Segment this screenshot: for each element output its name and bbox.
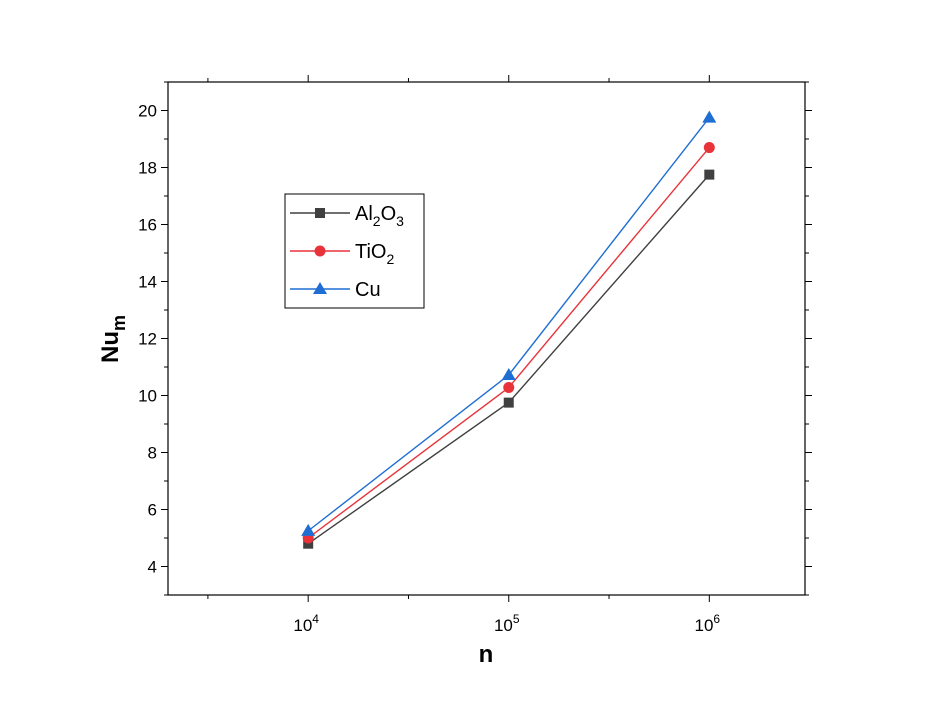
- data-point: [503, 397, 514, 408]
- series-Cu: [301, 110, 717, 536]
- y-axis-title-group: Num: [97, 315, 129, 363]
- y-tick-label: 14: [138, 273, 157, 292]
- y-tick-label: 10: [138, 387, 157, 406]
- legend-marker: [313, 282, 327, 294]
- legend-marker: [314, 245, 326, 257]
- y-tick-label: 20: [138, 102, 157, 121]
- y-tick-label: 6: [148, 501, 157, 520]
- y-tick-label: 4: [148, 558, 157, 577]
- y-tick-label: 18: [138, 159, 157, 178]
- y-axis-title-subscript: m: [109, 315, 129, 331]
- x-tick-label: 105: [494, 612, 520, 635]
- y-tick-label: 16: [138, 216, 157, 235]
- ticks: [161, 75, 812, 602]
- legend-label: Al2O3: [355, 203, 404, 229]
- legend-item: TiO2: [290, 241, 394, 267]
- legend-item: Al2O3: [290, 203, 404, 229]
- legend-item: Cu: [290, 279, 381, 301]
- x-axis-title: n: [479, 641, 494, 668]
- series-layer: [301, 110, 717, 549]
- y-tick-label: 12: [138, 330, 157, 349]
- legend: Al2O3 TiO2 Cu: [284, 193, 425, 309]
- legend-marker: [315, 208, 325, 218]
- data-point: [703, 142, 715, 154]
- y-tick-label: 8: [148, 444, 157, 463]
- series-Al2O3: [303, 169, 715, 549]
- data-point: [503, 382, 515, 394]
- data-point: [303, 538, 314, 549]
- plot-frame: [167, 81, 806, 596]
- x-tick-label: 106: [695, 612, 721, 635]
- legend-label: Cu: [355, 279, 381, 301]
- legend-label: TiO2: [355, 241, 394, 267]
- tick-labels: 4 6 8 10 12 14 16 18 20 104 105 106: [138, 102, 720, 636]
- y-axis-title-main: Nu: [97, 331, 124, 363]
- data-point: [501, 367, 516, 380]
- data-point: [704, 169, 715, 180]
- series-line: [307, 117, 710, 532]
- x-tick-label: 104: [293, 612, 319, 635]
- data-point: [702, 110, 717, 123]
- y-axis-title: Num: [97, 315, 129, 363]
- data-point: [301, 523, 316, 536]
